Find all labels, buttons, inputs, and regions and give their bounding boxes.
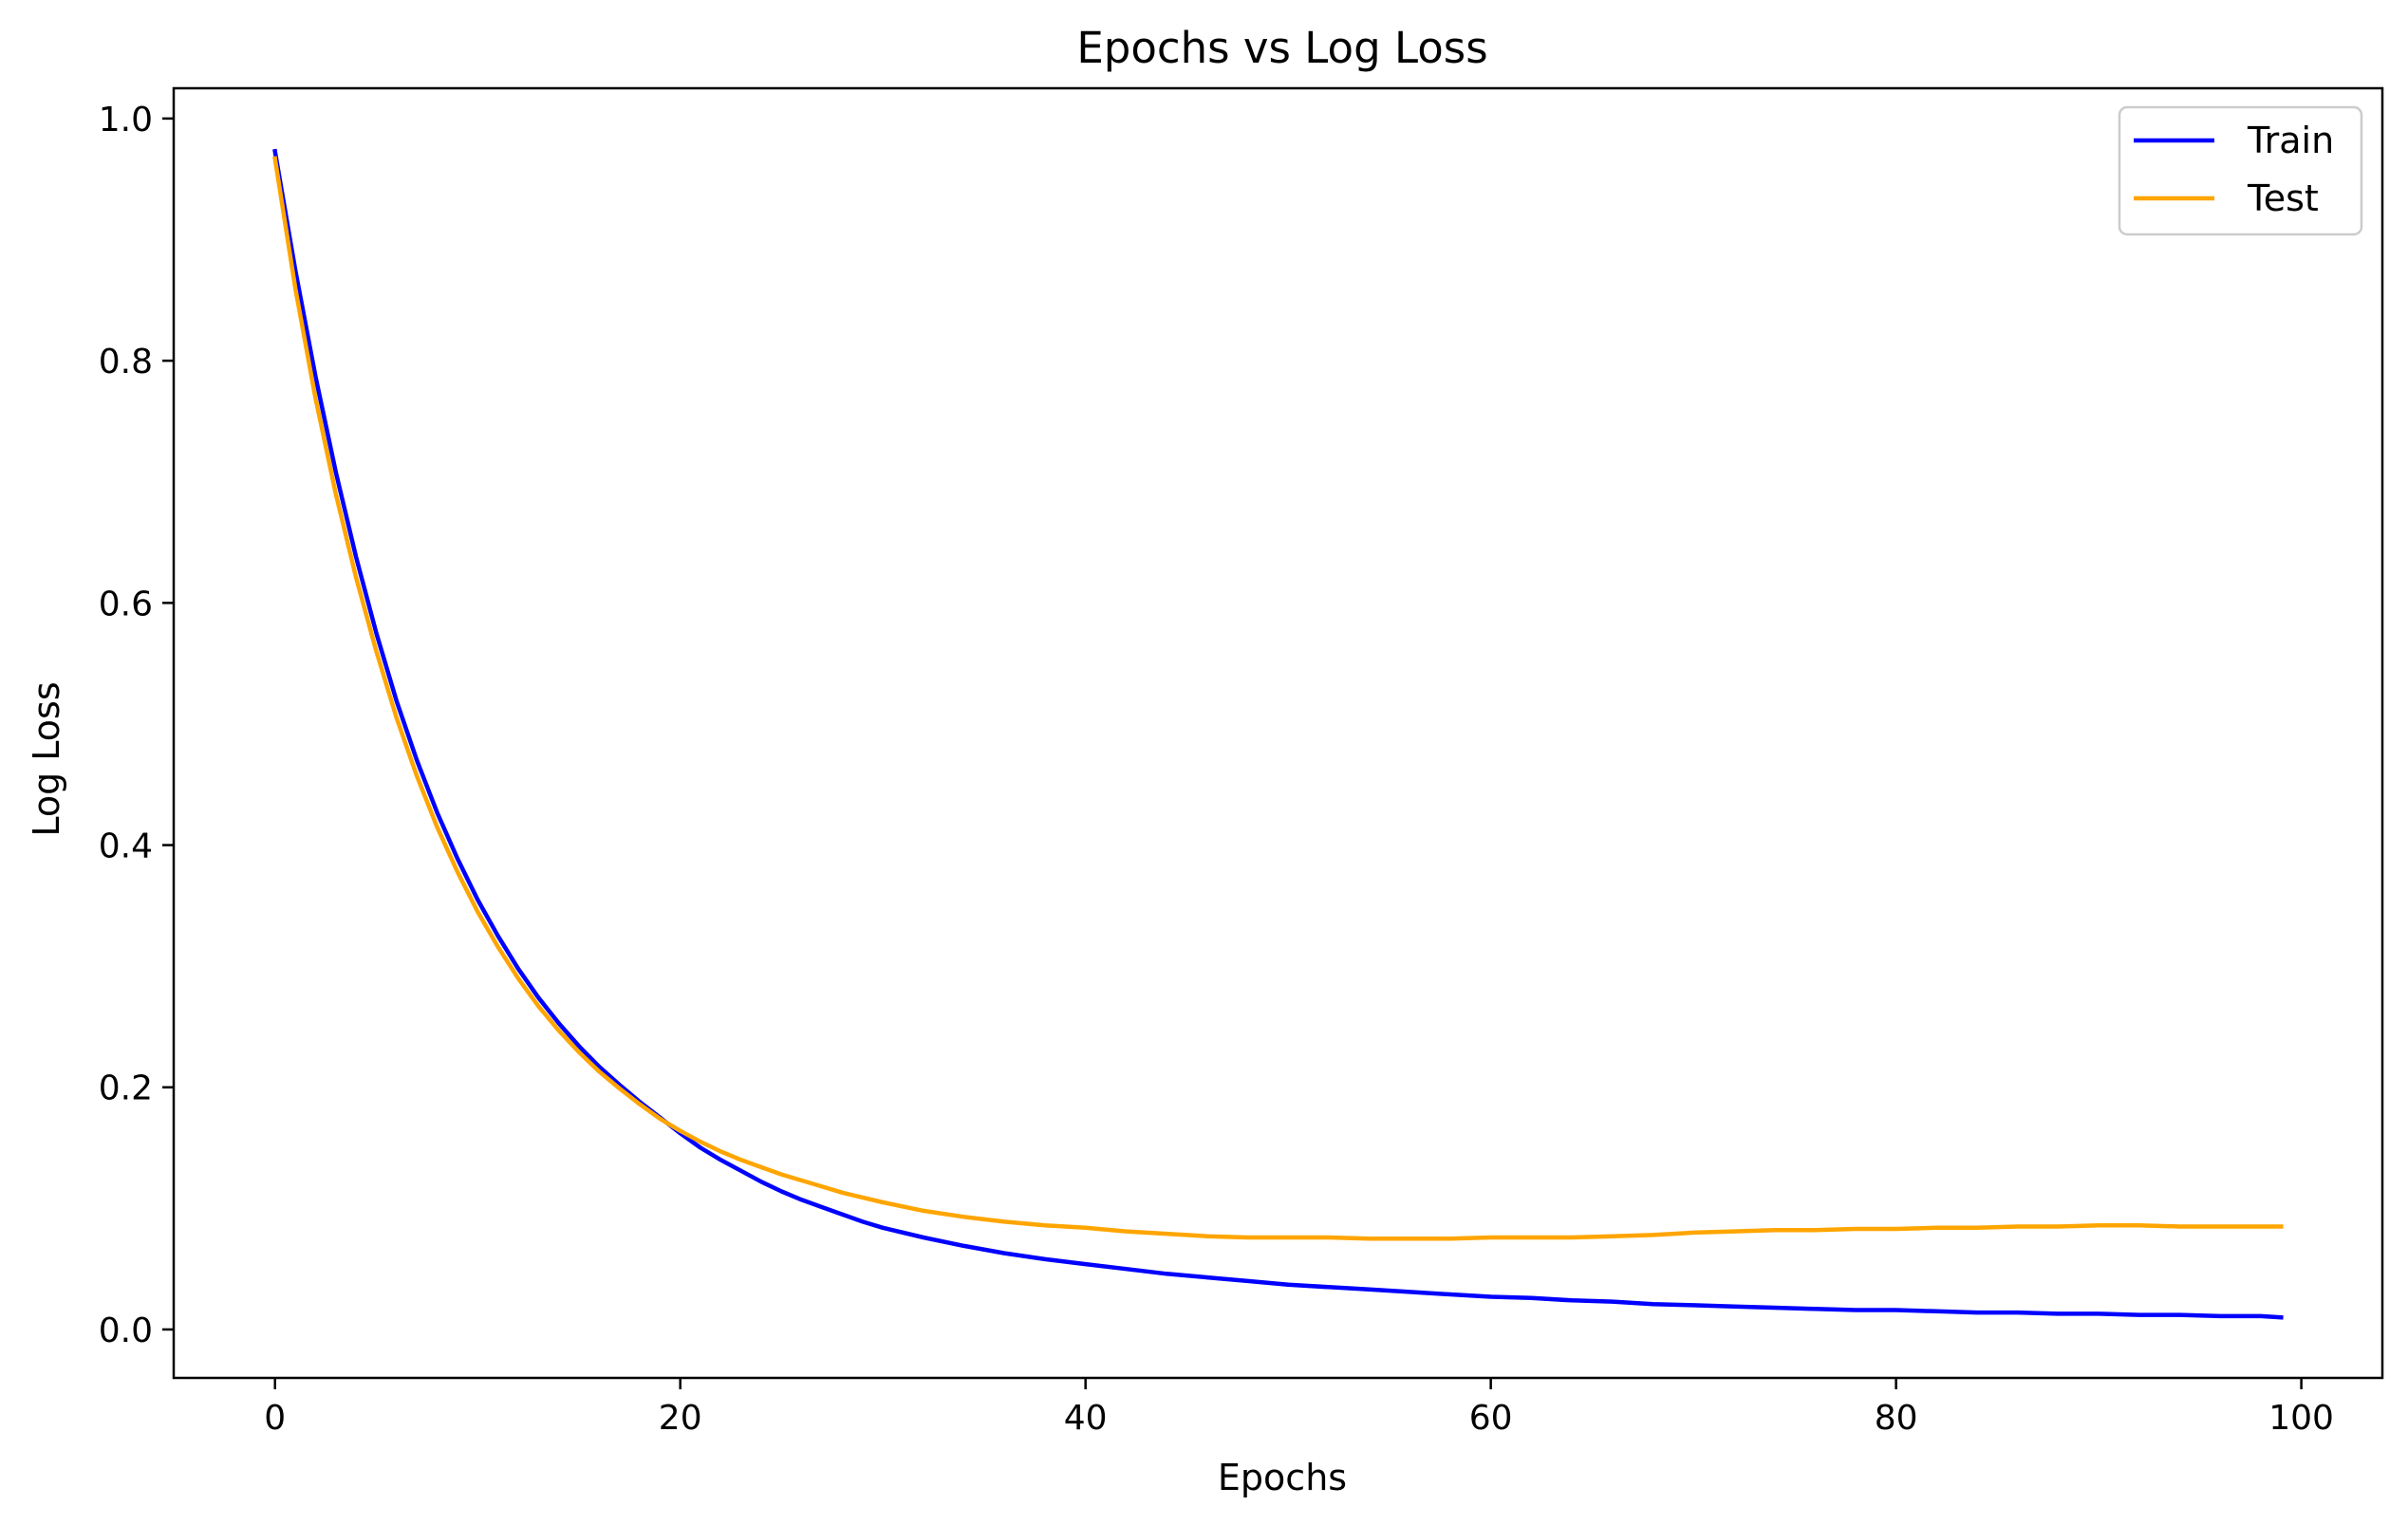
y-tick-label: 0.6 [99, 585, 153, 623]
plot-series [272, 148, 2284, 1320]
series-line-test [272, 156, 2284, 1241]
chart-title: Epochs vs Log Loss [1076, 23, 1487, 73]
y-tick-label: 1.0 [99, 101, 153, 139]
x-axis: 0 20 40 60 80 100 [264, 1378, 2334, 1438]
legend-label-train: Train [2247, 120, 2334, 161]
x-tick-label: 60 [1469, 1399, 1513, 1438]
x-tick-label: 40 [1064, 1399, 1108, 1438]
y-tick-label: 0.8 [99, 343, 153, 381]
legend-label-test: Test [2247, 177, 2319, 219]
plot-frame [172, 86, 2384, 1380]
y-tick-label: 0.4 [99, 828, 153, 866]
y-tick-label: 0.0 [99, 1311, 153, 1350]
series-line-train [272, 148, 2284, 1320]
legend: Train Test [2118, 105, 2363, 236]
x-tick-label: 20 [659, 1399, 702, 1438]
x-axis-label: Epochs [1218, 1457, 1347, 1498]
x-tick-label: 100 [2268, 1399, 2334, 1438]
y-axis-label: Log Loss [26, 681, 67, 836]
y-tick-label: 0.2 [99, 1069, 153, 1108]
x-tick-label: 0 [264, 1399, 286, 1438]
y-axis: 0.0 0.2 0.4 0.6 0.8 1.0 [99, 101, 174, 1350]
x-tick-label: 80 [1875, 1399, 1918, 1438]
